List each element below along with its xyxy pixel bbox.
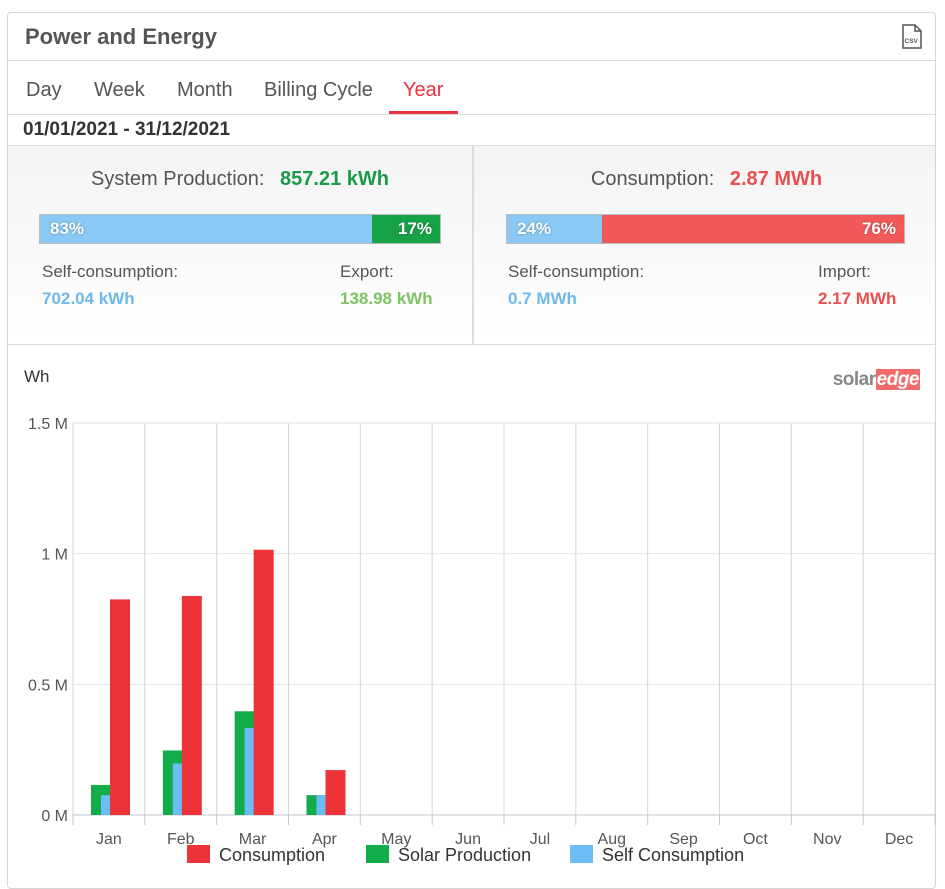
svg-text:CSV: CSV <box>905 38 919 45</box>
legend-self-consumption-label: Self Consumption <box>602 845 744 865</box>
panel-header: Power and Energy CSV <box>8 13 935 61</box>
consumption-import-segment: 76% <box>602 215 904 243</box>
x-tick-label: Aug <box>598 831 626 848</box>
period-tabs: Day Week Month Billing Cycle Year <box>8 61 935 115</box>
tab-month[interactable]: Month <box>177 79 233 101</box>
x-tick-label: May <box>381 831 411 848</box>
production-value: 857.21 kWh <box>280 168 389 190</box>
legend-solar-production-label: Solar Production <box>398 845 531 865</box>
tab-day[interactable]: Day <box>26 79 62 101</box>
import-value: 2.17 MWh <box>818 289 897 308</box>
x-tick-label: Mar <box>239 831 267 848</box>
export-label: Export: <box>340 262 394 281</box>
x-tick-label: Nov <box>813 831 841 848</box>
y-tick-label: 1 M <box>41 547 68 564</box>
y-tick-label: 1.5 M <box>28 416 68 433</box>
x-tick-label: Jul <box>530 831 550 848</box>
legend-consumption-swatch <box>187 845 210 863</box>
bar-chart: 0 M 0.5 M 1 M 1.5 M Jan Feb Mar Apr May Jun Jul Aug… <box>28 416 936 865</box>
x-tick-label: Jun <box>455 831 481 848</box>
x-tick-label: Jan <box>96 831 122 848</box>
consumption-self-value: 0.7 MWh <box>508 289 577 308</box>
production-self-segment: 83% <box>40 215 372 243</box>
export-value: 138.98 kWh <box>340 289 433 308</box>
production-split-bar: 83% 17% <box>39 214 441 244</box>
legend-solar-production-swatch <box>366 845 389 863</box>
consumption-self-segment: 24% <box>507 215 603 243</box>
csv-download-icon[interactable]: CSV <box>901 24 923 49</box>
x-tick-label: Oct <box>743 831 768 848</box>
energy-summary: System Production: 857.21 kWh 83% 17% Se… <box>8 145 935 345</box>
x-tick-label: Apr <box>312 831 338 848</box>
import-label: Import: <box>818 262 871 281</box>
tab-billing-cycle[interactable]: Billing Cycle <box>264 79 373 101</box>
consumption-self-label: Self-consumption: <box>508 262 645 281</box>
bar-consumption <box>253 549 274 815</box>
y-axis-unit: Wh <box>24 367 50 386</box>
legend-consumption-label: Consumption <box>219 845 325 865</box>
consumption-label: Consumption: <box>590 168 715 190</box>
production-self-value: 702.04 kWh <box>42 289 135 308</box>
x-tick-label: Feb <box>167 831 195 848</box>
y-tick-label: 0 M <box>41 808 68 825</box>
active-tab-indicator <box>389 111 458 114</box>
solaredge-logo: solaredge <box>832 369 920 390</box>
panel-title: Power and Energy <box>25 24 217 49</box>
production-label: System Production: <box>91 168 265 190</box>
bar-consumption <box>181 596 202 815</box>
consumption-split-bar: 24% 76% <box>506 214 905 244</box>
legend-self-consumption-swatch <box>570 845 593 863</box>
date-range: 01/01/2021 - 31/12/2021 <box>23 119 231 140</box>
power-energy-panel: Power and Energy CSV Day Week Month Bill… <box>7 12 936 889</box>
production-export-segment: 17% <box>372 215 440 243</box>
consumption-summary: Consumption: 2.87 MWh 24% 76% Self-consu… <box>476 146 937 344</box>
x-tick-label: Dec <box>885 831 913 848</box>
production-summary: System Production: 857.21 kWh 83% 17% Se… <box>8 146 474 344</box>
bar-consumption <box>325 770 346 815</box>
bar-consumption <box>110 599 130 815</box>
tab-year[interactable]: Year <box>403 79 444 101</box>
consumption-value: 2.87 MWh <box>729 168 823 190</box>
energy-chart: 0 M 0.5 M 1 M 1.5 M Jan Feb Mar Apr May Jun Jul Aug… <box>8 347 936 887</box>
production-self-label: Self-consumption: <box>42 262 179 281</box>
y-tick-label: 0.5 M <box>28 677 68 694</box>
tab-week[interactable]: Week <box>94 79 145 101</box>
x-tick-label: Sep <box>669 831 698 848</box>
